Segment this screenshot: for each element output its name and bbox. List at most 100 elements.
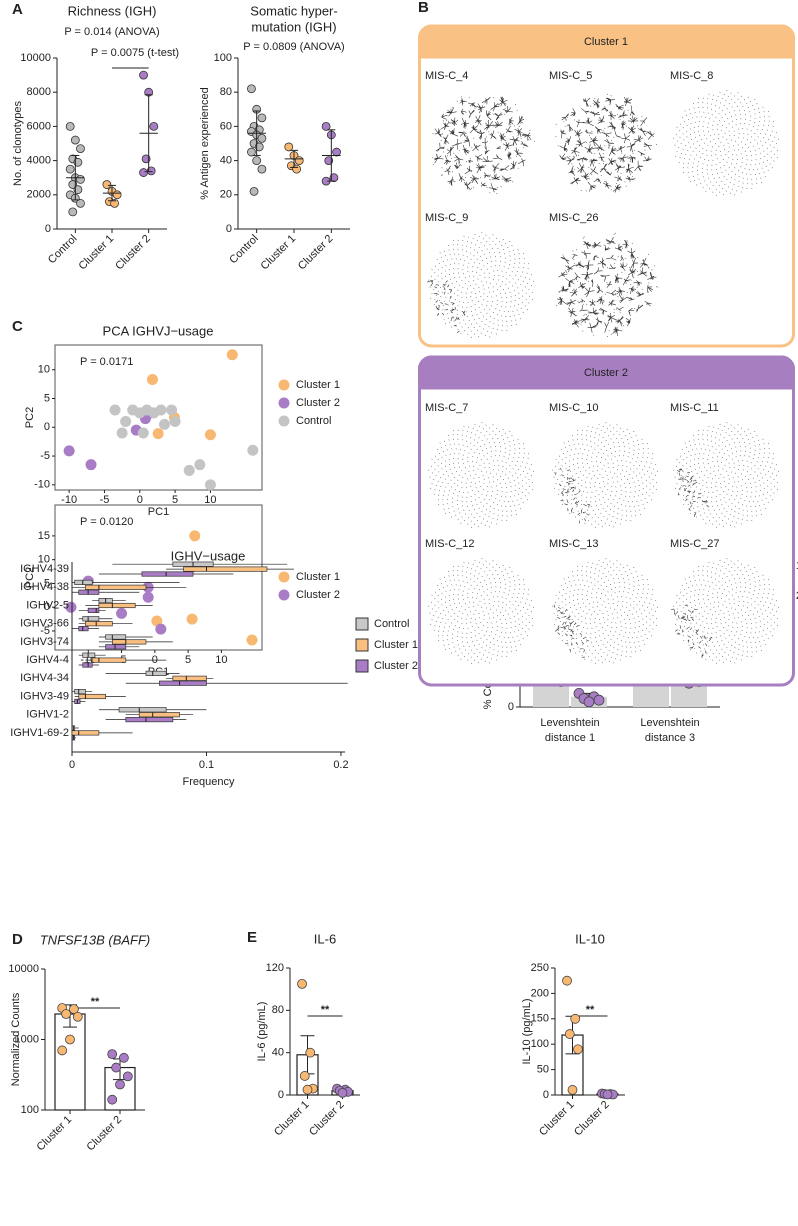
- x-tick-label: Control: [46, 233, 80, 267]
- y-tick-label: 250: [531, 962, 549, 974]
- data-point: [65, 164, 75, 174]
- data-point: [321, 122, 331, 131]
- network: [428, 422, 535, 528]
- sample-label: MIS-C_11: [670, 402, 719, 414]
- data-point: [76, 144, 85, 154]
- y-axis-label: PC2: [24, 567, 36, 588]
- y-tick-label: 0: [226, 223, 232, 235]
- data-point: [257, 164, 267, 174]
- data-point: [149, 122, 159, 131]
- y-tick-label: 50: [537, 1064, 549, 1076]
- x-tick-label: Cluster 2: [572, 1099, 612, 1139]
- data-point: [142, 591, 154, 603]
- bar: [54, 1013, 86, 1111]
- y-tick-label: 40: [220, 155, 232, 167]
- box: [172, 675, 207, 681]
- y-tick-label: 0: [44, 421, 50, 433]
- data-point: [564, 1029, 575, 1039]
- network: [673, 90, 780, 196]
- data-point: [247, 84, 256, 94]
- y-tick-label: 5: [44, 577, 50, 589]
- legend-label: Cluster 2: [374, 660, 418, 672]
- data-point: [602, 1089, 613, 1100]
- y-tick-label: 10: [38, 554, 50, 566]
- data-point: [252, 156, 262, 166]
- legend-swatch: [278, 589, 290, 601]
- x-tick-label: Cluster 2: [85, 1114, 125, 1154]
- chart-title: Richness (IGH): [68, 3, 157, 18]
- legend-swatch: [355, 659, 369, 673]
- y-tick-label: 8000: [27, 86, 51, 98]
- legend-label: Cluster 2: [296, 397, 340, 409]
- y-axis-label: IL-10 (pg/mL): [521, 998, 533, 1064]
- data-point: [562, 975, 572, 986]
- data-point: [73, 157, 83, 167]
- data-point: [204, 429, 216, 441]
- box: [105, 644, 127, 650]
- data-point: [194, 459, 206, 471]
- box: [105, 634, 127, 640]
- data-point: [299, 1071, 310, 1081]
- x-tick-label: -10: [61, 494, 77, 506]
- x-tick-label: Cluster 1: [537, 1099, 577, 1139]
- box: [141, 571, 194, 577]
- box: [78, 589, 100, 595]
- panel-label: E: [247, 929, 257, 946]
- box: [74, 579, 93, 585]
- cluster-title: Cluster 1: [584, 36, 628, 48]
- x-tick-label: Cluster 2: [113, 233, 153, 273]
- annotation: P = 0.0809 (ANOVA): [243, 41, 344, 53]
- data-point: [68, 180, 78, 189]
- box: [159, 680, 207, 686]
- box: [91, 657, 127, 663]
- data-point: [76, 198, 85, 208]
- data-point: [102, 180, 112, 189]
- box: [71, 730, 100, 736]
- y-tick-label: -5: [40, 625, 50, 637]
- y-tick-label: 200: [531, 987, 549, 999]
- x-tick-label: 5: [172, 494, 178, 506]
- y-tick-label: 150: [531, 1013, 549, 1025]
- x-axis-label: Frequency: [183, 776, 235, 788]
- annotation: P = 0.014 (ANOVA): [64, 26, 159, 38]
- box: [138, 712, 180, 718]
- sample-label: MIS-C_4: [425, 70, 468, 82]
- data-point: [329, 173, 339, 183]
- x-tick-label: 10: [215, 654, 227, 666]
- y-axis-label: PC2: [24, 407, 36, 428]
- y-tick-label: 0: [543, 1089, 549, 1101]
- data-point: [247, 444, 259, 456]
- y-axis-label: % Antigen experienced: [199, 87, 211, 200]
- sample-label: MIS-C_5: [549, 70, 592, 82]
- box: [78, 626, 89, 632]
- box: [87, 607, 100, 613]
- y-tick-label: IGHV1-2: [26, 709, 69, 721]
- network: [432, 96, 535, 195]
- chart-title: IL-10: [575, 931, 605, 946]
- y-tick-label: 80: [220, 86, 232, 98]
- data-point: [257, 133, 267, 143]
- y-tick-label: 10000: [8, 963, 39, 975]
- network: [552, 422, 659, 528]
- legend-label: Cluster 2: [296, 589, 340, 601]
- network: [556, 232, 659, 338]
- data-point: [109, 404, 121, 416]
- chart-title: Somatic hyper-: [250, 3, 337, 18]
- legend-swatch: [355, 617, 369, 631]
- network: [555, 93, 658, 193]
- data-point: [166, 404, 178, 416]
- data-point: [72, 1011, 83, 1022]
- data-point: [85, 459, 97, 471]
- data-point: [112, 190, 122, 200]
- data-point: [69, 1004, 79, 1014]
- cluster-title: Cluster 2: [584, 367, 628, 379]
- x-tick-label: Cluster 1: [77, 233, 117, 273]
- sample-label: MIS-C_12: [425, 538, 475, 550]
- data-point: [141, 154, 151, 164]
- y-tick-label: 10000: [20, 52, 51, 64]
- annotation: P = 0.0171: [80, 356, 133, 368]
- box: [183, 566, 268, 572]
- sample-label: MIS-C_26: [549, 212, 599, 224]
- box: [125, 717, 174, 723]
- data-point: [159, 418, 171, 430]
